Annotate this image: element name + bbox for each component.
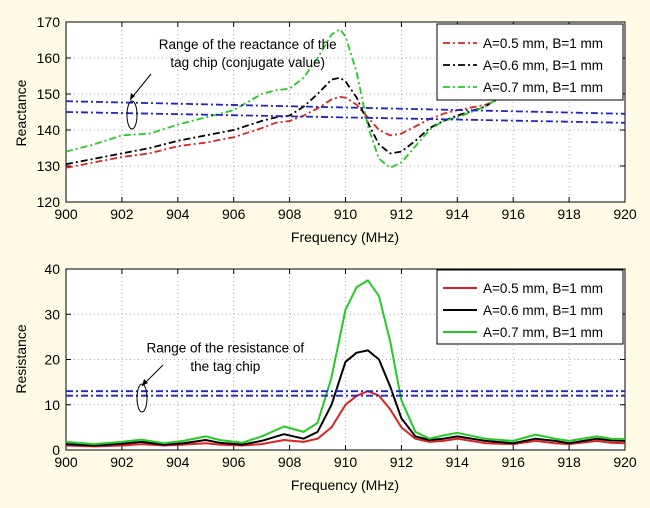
resistance-x-tick-label: 908	[278, 454, 302, 470]
reactance-x-tick-label: 902	[110, 206, 134, 222]
reactance-chart: 900 902 904 906 908 910 912 914 916 918 920 120 130 1…	[13, 14, 637, 245]
reactance-series-3-line	[65, 100, 626, 115]
resistance-x-tick-label: 906	[222, 454, 246, 470]
reactance-y-tick-label: 130	[37, 158, 61, 174]
resistance-x-tick-label: 912	[390, 454, 414, 470]
reactance-annotation-line-1: Range of the reactance of the	[159, 37, 337, 52]
reactance-y-tick-label: 170	[37, 14, 61, 30]
reactance-legend-label: A=0.7 mm, B=1 mm	[483, 80, 603, 95]
resistance-annotation: Range of the resistance of the tag chip	[136, 341, 305, 413]
resistance-legend-label: A=0.7 mm, B=1 mm	[483, 325, 603, 340]
reactance-series-0-line	[65, 96, 500, 169]
reactance-y-tick-label: 160	[37, 50, 61, 66]
resistance-x-tick-label: 902	[110, 454, 134, 470]
reactance-x-tick-label: 916	[502, 206, 526, 222]
resistance-annotation-line-1: Range of the resistance of	[147, 341, 305, 356]
resistance-legend-label: A=0.5 mm, B=1 mm	[483, 281, 603, 296]
resistance-legend-label: A=0.6 mm, B=1 mm	[483, 303, 603, 318]
reactance-x-tick-label: 904	[166, 206, 190, 222]
reactance-series-2-line	[65, 28, 500, 169]
resistance-series-lines	[65, 279, 626, 448]
reactance-annotation-arrowhead	[130, 93, 135, 100]
resistance-x-tick-label: 914	[446, 454, 470, 470]
reactance-series-4-line	[65, 111, 626, 124]
reactance-range-ellipse	[126, 100, 138, 130]
resistance-y-axis-label: Resistance	[13, 324, 29, 393]
resistance-range-ellipse	[136, 383, 148, 413]
resistance-annotation-line-2: the tag chip	[190, 359, 260, 374]
resistance-series-0-line	[65, 390, 626, 448]
resistance-y-tick-label: 30	[44, 306, 60, 322]
reactance-legend-label: A=0.5 mm, B=1 mm	[483, 36, 603, 51]
resistance-tick-labels: 900 902 904 906 908 910 912 914 916 918 920 0 10 20 30…	[44, 261, 636, 470]
resistance-x-tick-label: 904	[166, 454, 190, 470]
resistance-x-tick-label: 920	[613, 454, 637, 470]
resistance-x-tick-label: 918	[557, 454, 581, 470]
reactance-x-axis-label: Frequency (MHz)	[291, 229, 399, 245]
reactance-legend: A=0.5 mm, B=1 mm A=0.6 mm, B=1 mm A=0.7 mm…	[436, 23, 624, 101]
resistance-x-tick-label: 910	[334, 454, 358, 470]
reactance-y-axis-label: Reactance	[13, 79, 29, 146]
resistance-x-tick-label: 916	[502, 454, 526, 470]
reactance-annotation: Range of the reactance of the tag chip (…	[126, 37, 337, 130]
reactance-x-tick-label: 912	[390, 206, 414, 222]
resistance-x-axis-label: Frequency (MHz)	[291, 477, 399, 493]
reactance-y-tick-label: 140	[37, 122, 61, 138]
reactance-x-tick-label: 910	[334, 206, 358, 222]
reactance-x-tick-label: 920	[613, 206, 637, 222]
reactance-x-tick-label: 906	[222, 206, 246, 222]
reactance-series-lines	[65, 28, 626, 169]
reactance-annotation-line-2: tag chip (conjugate value)	[170, 55, 325, 70]
reactance-tick-labels: 900 902 904 906 908 910 912 914 916 918 920 120 130 1…	[37, 14, 637, 222]
resistance-y-tick-label: 0	[52, 442, 60, 458]
resistance-y-tick-label: 10	[44, 397, 60, 413]
reactance-x-tick-label: 908	[278, 206, 302, 222]
resistance-y-tick-label: 40	[44, 261, 60, 277]
resistance-y-tick-label: 20	[44, 352, 60, 368]
resistance-legend: A=0.5 mm, B=1 mm A=0.6 mm, B=1 mm A=0.7 mm…	[436, 269, 624, 345]
resistance-series-2-line	[65, 279, 626, 446]
reactance-x-tick-label: 918	[557, 206, 581, 222]
resistance-series-1-line	[65, 349, 626, 447]
reactance-series-1-line	[65, 76, 500, 166]
resistance-x-tick-label: 900	[54, 454, 78, 470]
reactance-y-tick-label: 120	[37, 194, 61, 210]
resistance-chart: 900 902 904 906 908 910 912 914 916 918 920 0 10 20 30…	[13, 261, 637, 493]
reactance-x-tick-label: 900	[54, 206, 78, 222]
reactance-legend-label: A=0.6 mm, B=1 mm	[483, 58, 603, 73]
reactance-y-tick-label: 150	[37, 86, 61, 102]
reactance-x-tick-label: 914	[446, 206, 470, 222]
